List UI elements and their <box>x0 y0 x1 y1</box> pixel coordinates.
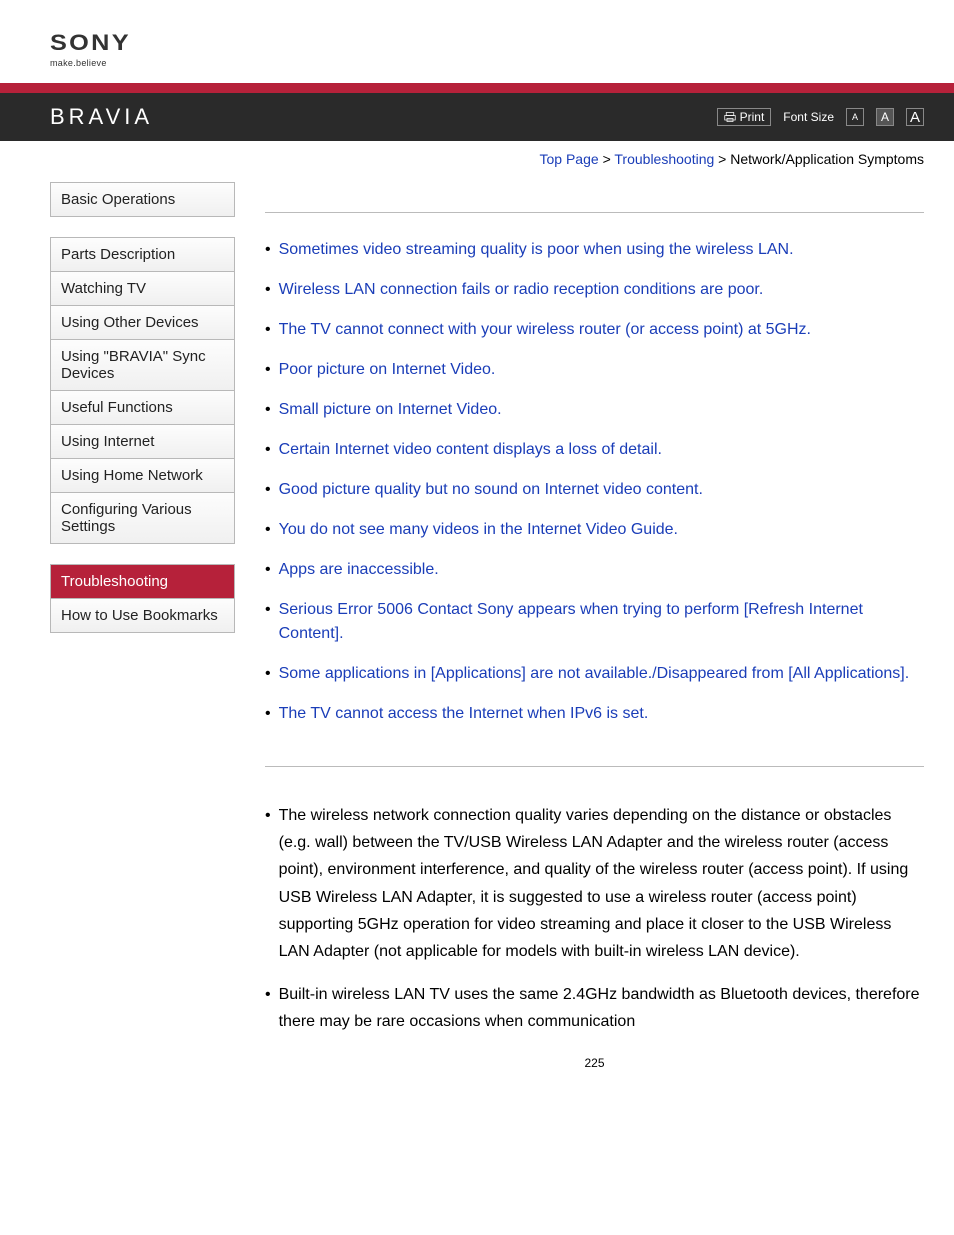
body-text: The wireless network connection quality … <box>279 802 924 965</box>
symptom-link[interactable]: Small picture on Internet Video. <box>279 398 502 422</box>
breadcrumb-current: Network/Application Symptoms <box>730 151 924 167</box>
accent-bar <box>0 83 954 93</box>
body-item: Built-in wireless LAN TV uses the same 2… <box>265 981 924 1035</box>
sidebar-item-configuring[interactable]: Configuring Various Settings <box>50 493 235 544</box>
list-item: Certain Internet video content displays … <box>265 438 924 462</box>
symptom-link[interactable]: Apps are inaccessible. <box>279 558 439 582</box>
list-item: The TV cannot connect with your wireless… <box>265 318 924 342</box>
breadcrumb: Top Page > Troubleshooting > Network/App… <box>0 141 954 167</box>
symptom-link[interactable]: The TV cannot connect with your wireless… <box>279 318 811 342</box>
list-item: Poor picture on Internet Video. <box>265 358 924 382</box>
sidebar-item-watching-tv[interactable]: Watching TV <box>50 272 235 306</box>
main-content: Sometimes video streaming quality is poo… <box>265 182 924 1070</box>
list-item: Apps are inaccessible. <box>265 558 924 582</box>
symptom-link[interactable]: Serious Error 5006 Contact Sony appears … <box>279 598 924 646</box>
logo-area: SONY make.believe <box>0 0 954 83</box>
list-item: The TV cannot access the Internet when I… <box>265 702 924 726</box>
fontsize-large-button[interactable]: A <box>906 108 924 126</box>
sidebar-item-useful-functions[interactable]: Useful Functions <box>50 391 235 425</box>
sidebar-item-bookmarks[interactable]: How to Use Bookmarks <box>50 599 235 633</box>
divider-mid <box>265 766 924 767</box>
symptom-link[interactable]: Wireless LAN connection fails or radio r… <box>279 278 764 302</box>
sidebar-group-top: Basic Operations <box>50 182 235 217</box>
page-number: 225 <box>265 1056 924 1070</box>
sidebar-item-basic-operations[interactable]: Basic Operations <box>50 182 235 217</box>
sidebar-group-bottom: Troubleshooting How to Use Bookmarks <box>50 564 235 633</box>
symptom-link[interactable]: Poor picture on Internet Video. <box>279 358 496 382</box>
list-item: Some applications in [Applications] are … <box>265 662 924 686</box>
symptom-link[interactable]: The TV cannot access the Internet when I… <box>279 702 649 726</box>
divider-top <box>265 212 924 213</box>
brand-tagline: make.believe <box>50 58 954 68</box>
symptom-link[interactable]: Some applications in [Applications] are … <box>279 662 910 686</box>
list-item: You do not see many videos in the Intern… <box>265 518 924 542</box>
list-item: Small picture on Internet Video. <box>265 398 924 422</box>
fontsize-medium-button[interactable]: A <box>876 108 894 126</box>
symptom-link-list: Sometimes video streaming quality is poo… <box>265 238 924 726</box>
breadcrumb-sep: > <box>718 151 726 167</box>
sidebar-group-middle: Parts Description Watching TV Using Othe… <box>50 237 235 544</box>
sidebar-item-bravia-sync[interactable]: Using "BRAVIA" Sync Devices <box>50 340 235 391</box>
header-tools: Print Font Size A A A <box>717 108 924 126</box>
fontsize-small-button[interactable]: A <box>846 108 864 126</box>
symptom-link[interactable]: Good picture quality but no sound on Int… <box>279 478 703 502</box>
breadcrumb-sep: > <box>603 151 611 167</box>
sidebar-item-using-internet[interactable]: Using Internet <box>50 425 235 459</box>
body-item: The wireless network connection quality … <box>265 802 924 965</box>
print-icon <box>724 111 736 123</box>
brand-logo: SONY <box>50 30 131 56</box>
print-label: Print <box>740 110 765 124</box>
sidebar-item-home-network[interactable]: Using Home Network <box>50 459 235 493</box>
fontsize-label: Font Size <box>783 110 834 124</box>
list-item: Sometimes video streaming quality is poo… <box>265 238 924 262</box>
sidebar: Basic Operations Parts Description Watch… <box>50 182 235 1070</box>
print-button[interactable]: Print <box>717 108 772 126</box>
header-bar: BRAVIA Print Font Size A A A <box>0 93 954 141</box>
symptom-link[interactable]: You do not see many videos in the Intern… <box>279 518 678 542</box>
breadcrumb-mid[interactable]: Troubleshooting <box>614 151 714 167</box>
product-logo: BRAVIA <box>50 104 153 130</box>
body-text: Built-in wireless LAN TV uses the same 2… <box>279 981 924 1035</box>
list-item: Serious Error 5006 Contact Sony appears … <box>265 598 924 646</box>
sidebar-item-troubleshooting[interactable]: Troubleshooting <box>50 564 235 599</box>
sidebar-item-other-devices[interactable]: Using Other Devices <box>50 306 235 340</box>
sidebar-item-parts[interactable]: Parts Description <box>50 237 235 272</box>
list-item: Wireless LAN connection fails or radio r… <box>265 278 924 302</box>
symptom-link[interactable]: Sometimes video streaming quality is poo… <box>279 238 794 262</box>
body-text-list: The wireless network connection quality … <box>265 802 924 1036</box>
list-item: Good picture quality but no sound on Int… <box>265 478 924 502</box>
breadcrumb-top[interactable]: Top Page <box>540 151 599 167</box>
symptom-link[interactable]: Certain Internet video content displays … <box>279 438 662 462</box>
